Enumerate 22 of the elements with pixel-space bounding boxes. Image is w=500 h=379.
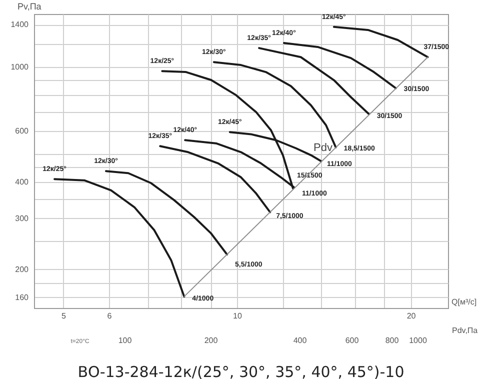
text: Pdv,Па xyxy=(452,326,478,335)
text: 1000 xyxy=(409,336,428,345)
x-axis-title: Q[м³/с] xyxy=(452,298,477,306)
y-tick-label: 1000 xyxy=(10,62,30,72)
x-tick-label: 6 xyxy=(107,312,112,320)
y-axis-title: Pv,Па xyxy=(18,2,42,12)
text: 600 xyxy=(345,336,360,345)
y-tick-label: 300 xyxy=(15,214,30,223)
text: ВО-13-284-12к/(25°, 30°, 35°, 40°, 45°)-10 xyxy=(78,363,404,379)
x-tick-label: 10 xyxy=(233,312,242,320)
text: 400 xyxy=(293,336,308,345)
y-tick-label: 400 xyxy=(15,178,30,187)
text: 100 xyxy=(118,336,132,345)
annotation: Pdv xyxy=(314,142,333,154)
x-tick-label: 5 xyxy=(61,312,66,320)
x-tick-label: 20 xyxy=(406,312,416,320)
y-tick-label: 160 xyxy=(15,292,30,302)
y-tick-label: 1400 xyxy=(10,20,30,30)
y-tick-label: 200 xyxy=(15,264,30,274)
y-tick-label: 600 xyxy=(15,126,30,136)
text: 200 xyxy=(204,336,218,345)
text: 800 xyxy=(385,336,400,345)
